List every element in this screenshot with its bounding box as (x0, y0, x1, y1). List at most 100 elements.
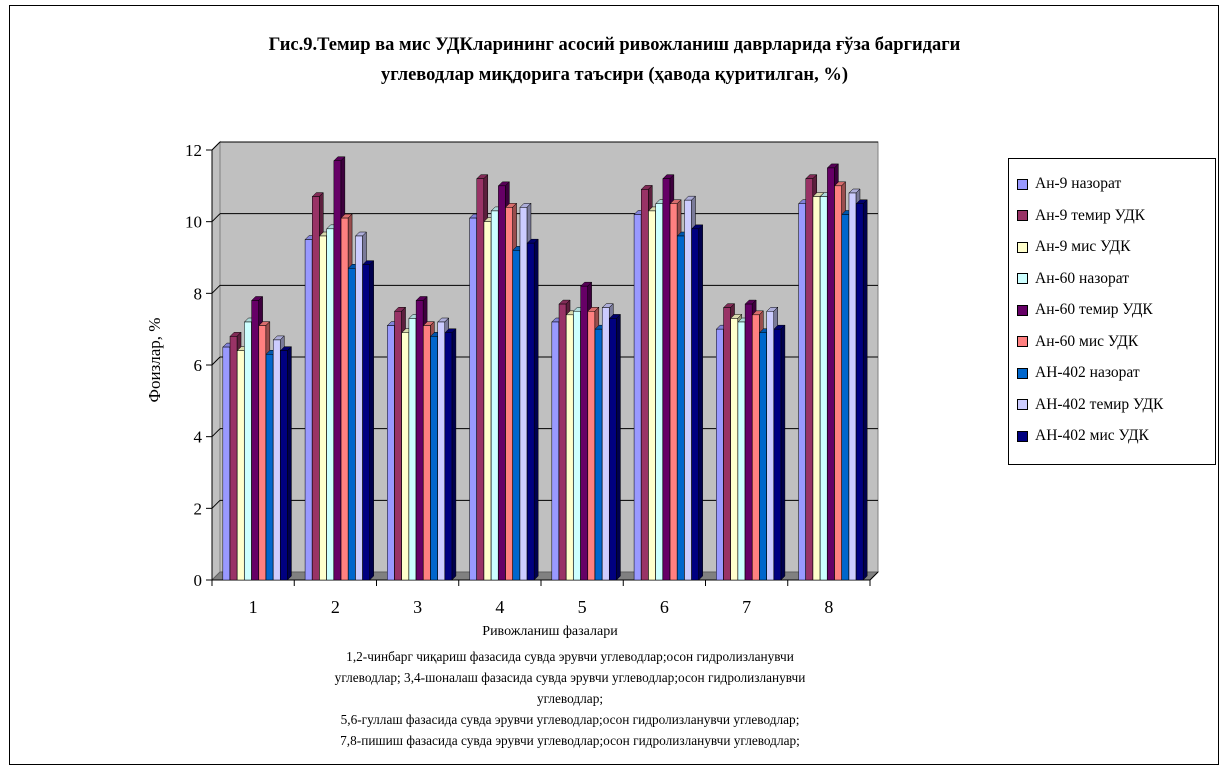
legend-item: АН-402 назорат (1017, 362, 1140, 384)
bar (841, 214, 850, 581)
bar (684, 199, 692, 581)
legend-swatch (1017, 304, 1028, 316)
note-line-1: 1,2-чинбарг чиқариш фазасида сувда эрувч… (346, 649, 794, 664)
bar-side (451, 328, 457, 581)
chart-title: Гис.9.Темир ва мис УДКларининг асосий ри… (0, 30, 1229, 90)
bar (819, 196, 828, 581)
bar (355, 235, 363, 581)
legend-label: Ан-60 мис УДК (1035, 332, 1139, 350)
bar (280, 350, 288, 581)
chart-title-line-1: Гис.9.Темир ва мис УДКларининг асосий ри… (268, 35, 961, 55)
legend-item: Ан-9 назорат (1017, 173, 1121, 195)
bar (565, 314, 574, 581)
bar (737, 321, 746, 581)
bar (655, 203, 663, 581)
bar-side (533, 238, 539, 581)
note-line-5: 7,8-пишиш фазасида сувда эрувчи углеводл… (340, 733, 800, 748)
bar (580, 285, 588, 581)
bar (408, 318, 417, 581)
bar (476, 178, 485, 581)
y-tick-label: 4 (194, 428, 203, 447)
bar-side (616, 313, 621, 581)
bar (798, 203, 806, 581)
bar (601, 307, 610, 581)
bar (387, 325, 395, 581)
bar (319, 235, 327, 581)
bar (512, 250, 521, 581)
chart-notes: 1,2-чинбарг чиқариш фазасида сувда эрувч… (160, 646, 980, 751)
legend-label: Ан-9 мис УДК (1035, 238, 1131, 255)
x-tick-label: 7 (742, 597, 751, 617)
bar (444, 332, 453, 581)
bar-side (862, 199, 868, 581)
bar (648, 210, 656, 581)
x-tick-label: 1 (249, 597, 258, 617)
bar (505, 207, 513, 581)
bar-side (698, 224, 703, 581)
y-tick-label: 8 (194, 284, 203, 303)
legend-label: Ан-9 назорат (1035, 175, 1122, 192)
gridline-diag (211, 213, 221, 223)
bar (805, 178, 814, 581)
legend-swatch (1017, 178, 1028, 190)
bar (551, 321, 560, 581)
bar (594, 328, 603, 581)
gridline-diag (211, 141, 221, 151)
bar (759, 332, 767, 581)
bar (348, 268, 356, 581)
bar (430, 336, 438, 581)
legend-label: Ан-60 темир УДК (1035, 301, 1153, 318)
legend-swatch (1017, 399, 1028, 410)
legend-label: Ан-60 назорат (1035, 269, 1129, 287)
y-tick-label: 12 (185, 141, 202, 160)
legend-label: АН-402 темир УДК (1035, 395, 1164, 413)
x-tick-label: 6 (660, 597, 669, 617)
x-tick-label: 5 (578, 597, 587, 617)
bar (766, 311, 774, 581)
bar (304, 239, 313, 581)
bar (855, 203, 864, 581)
bar (812, 196, 821, 581)
bar (265, 354, 274, 581)
bar (677, 235, 685, 581)
bar (222, 346, 231, 581)
legend-item: Ан-60 темир УДК (1017, 299, 1153, 321)
bar (848, 192, 857, 581)
bar (773, 328, 782, 581)
gridline-diag (211, 356, 221, 366)
legend-item: Ан-60 назорат (1017, 268, 1129, 290)
legend-swatch (1017, 210, 1028, 221)
y-axis-label: Фоизлар, % (145, 317, 164, 403)
bar (340, 217, 349, 581)
note-line-4: 5,6-гуллаш фазасида сувда эрувчи углевод… (340, 712, 800, 727)
note-line-2: углеводлар; 3,4-шоналаш фазасида сувда э… (334, 670, 806, 685)
y-tick-label: 2 (194, 499, 203, 518)
x-tick-label: 4 (495, 597, 504, 617)
bar (272, 339, 281, 581)
bar (251, 300, 259, 581)
bar (312, 196, 320, 581)
bar (236, 350, 245, 581)
bar (362, 264, 370, 581)
legend-item: Ан-9 мис УДК (1017, 236, 1130, 258)
legend-item: АН-402 темир УДК (1017, 394, 1163, 416)
chart-title-line-2: углеводлар миқдорига таъсири (ҳавода қур… (380, 65, 848, 85)
bar (469, 217, 477, 581)
bar-side (369, 260, 374, 581)
bar (244, 321, 252, 581)
bar (229, 336, 238, 581)
y-tick-label: 10 (185, 213, 202, 232)
bar (258, 325, 267, 581)
bar (519, 207, 528, 581)
gridline-diag (211, 284, 221, 294)
bar (752, 314, 760, 581)
x-axis-end (869, 571, 879, 581)
legend-label: Ан-9 темир УДК (1035, 206, 1145, 224)
legend-swatch (1017, 241, 1028, 253)
bar (744, 303, 753, 581)
x-tick-label: 2 (331, 597, 340, 617)
legend-item: Ан-9 темир УДК (1017, 205, 1145, 227)
bar (827, 167, 835, 581)
legend-label: АН-402 назорат (1035, 364, 1140, 381)
